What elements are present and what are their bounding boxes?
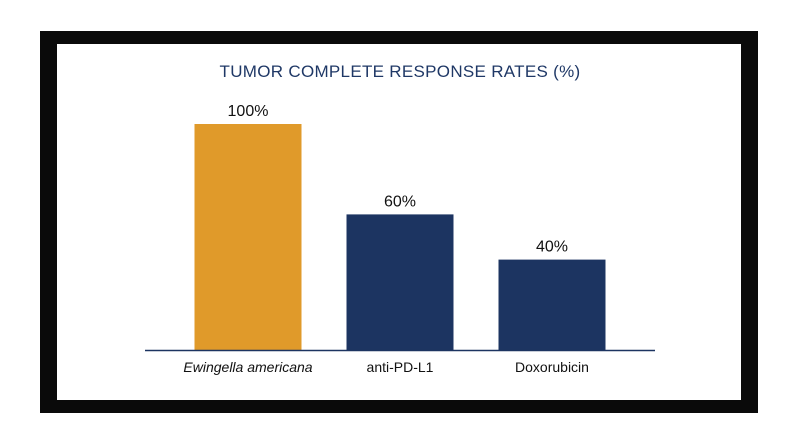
category-label-1: anti-PD-L1 bbox=[367, 359, 434, 375]
bar-2 bbox=[498, 259, 606, 350]
chart-title: TUMOR COMPLETE RESPONSE RATES (%) bbox=[219, 62, 581, 81]
value-label-2: 40% bbox=[536, 239, 568, 256]
category-label-2: Doxorubicin bbox=[515, 359, 589, 375]
category-labels-group: Ewingella americana anti-PD-L1 Doxorubicin bbox=[183, 359, 589, 375]
bar-0 bbox=[194, 124, 302, 350]
value-labels-group: 100% 60% 40% bbox=[228, 103, 568, 256]
category-label-0: Ewingella americana bbox=[183, 359, 312, 375]
value-label-0: 100% bbox=[228, 103, 269, 120]
bars-group bbox=[194, 124, 606, 350]
bar-1 bbox=[346, 214, 454, 350]
value-label-1: 60% bbox=[384, 193, 416, 210]
